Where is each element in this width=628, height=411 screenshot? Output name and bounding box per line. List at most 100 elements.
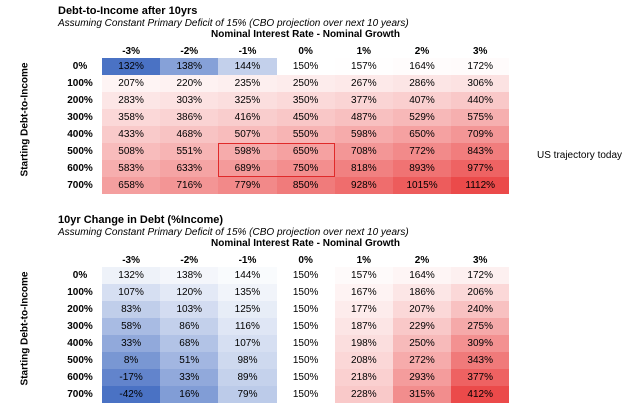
- heatmap-cell: 51%: [160, 352, 219, 369]
- heatmap-cell: 250%: [276, 75, 335, 92]
- heatmap-cell: 132%: [102, 58, 161, 75]
- heatmap-cell: 267%: [334, 75, 393, 92]
- heatmap-cell: -17%: [102, 369, 161, 386]
- heatmap-cell: 138%: [160, 267, 219, 284]
- row-tick-label: 100%: [67, 287, 93, 298]
- row-tick-label: 400%: [67, 129, 93, 140]
- heatmap-cell: 529%: [392, 109, 452, 126]
- heatmap-cell: 598%: [218, 143, 277, 160]
- table-row: 600% 583% 633% 689% 750% 818% 893% 977%: [58, 160, 510, 177]
- heatmap-cell: 275%: [451, 318, 510, 335]
- heatmap-cell: 120%: [160, 284, 219, 301]
- table-row: 300% 358% 386% 416% 450% 487% 529% 575%: [58, 109, 510, 126]
- heatmap-cell: 208%: [334, 352, 393, 369]
- row-tick-label: 300%: [67, 321, 93, 332]
- column-tick-label: 1%: [356, 254, 372, 266]
- heatmap-cell: 107%: [218, 335, 277, 352]
- table-row: 500% 8% 51% 98% 150% 208% 272% 343%: [58, 352, 510, 369]
- heatmap-cell: 98%: [218, 352, 277, 369]
- row-tick-label: 500%: [67, 146, 93, 157]
- table-row: 600% -17% 33% 89% 150% 218% 293% 377%: [58, 369, 510, 386]
- heatmap-cell: 229%: [392, 318, 452, 335]
- table-row: 200% 283% 303% 325% 350% 377% 407% 440%: [58, 92, 510, 109]
- row-tick-label: 700%: [67, 389, 93, 400]
- heatmap-cell: 157%: [334, 267, 393, 284]
- heatmap-cell: 583%: [102, 160, 161, 177]
- corner-cell: [58, 253, 102, 267]
- heatmap-cell: 772%: [392, 143, 452, 160]
- column-header-row: -3% -2% -1% 0% 1% 2% 3%: [58, 253, 509, 267]
- column-tick-label: 0%: [298, 45, 313, 57]
- heatmap-cell: 650%: [392, 126, 452, 143]
- heatmap-cell: 157%: [334, 58, 393, 75]
- heatmap-cell: 144%: [218, 58, 277, 75]
- heatmap-cell: 116%: [218, 318, 277, 335]
- heatmap-cell: 228%: [334, 386, 393, 403]
- heatmap-cell: 79%: [218, 386, 277, 403]
- heatmap-cell: 177%: [334, 301, 393, 318]
- heatmap-cell: 1112%: [451, 177, 510, 194]
- y-axis-label: Starting Debt-to-Income: [19, 271, 31, 385]
- row-tick-label: 600%: [67, 372, 93, 383]
- heatmap-cell: 487%: [334, 109, 393, 126]
- heatmap-cell: 144%: [218, 267, 277, 284]
- heatmap-cell: 468%: [160, 126, 219, 143]
- heatmap-cell: 350%: [276, 92, 335, 109]
- y-axis-label-box: Starting Debt-to-Income: [12, 50, 38, 188]
- y-axis-label: Starting Debt-to-Income: [19, 62, 31, 176]
- row-tick-label: 200%: [67, 304, 93, 315]
- heatmap-cell: 164%: [392, 58, 452, 75]
- column-header-row: -3% -2% -1% 0% 1% 2% 3%: [58, 44, 509, 58]
- chart-subtitle: Assuming Constant Primary Deficit of 15%…: [58, 227, 409, 238]
- heatmap-cell: 150%: [276, 58, 335, 75]
- column-tick-label: 3%: [472, 254, 488, 266]
- heatmap-cell: 650%: [276, 143, 335, 160]
- column-tick-label: -1%: [238, 45, 257, 57]
- column-tick-label: -1%: [238, 254, 257, 266]
- chart-title: Debt-to-Income after 10yrs: [58, 5, 198, 17]
- heatmap-cell: 440%: [451, 92, 510, 109]
- heatmap-cell: 83%: [102, 301, 161, 318]
- heatmap-cell: 358%: [102, 109, 161, 126]
- heatmap-cell: 633%: [160, 160, 219, 177]
- heatmap-cell: 716%: [160, 177, 219, 194]
- heatmap-cell: 33%: [102, 335, 161, 352]
- heatmap-cell: 172%: [451, 267, 510, 284]
- column-tick-label: 0%: [298, 254, 313, 266]
- table-row: 700% -42% 16% 79% 150% 228% 315% 412%: [58, 386, 510, 403]
- row-tick-label: 200%: [67, 95, 93, 106]
- heatmap-cell: 689%: [218, 160, 277, 177]
- x-axis-label: Nominal Interest Rate - Nominal Growth: [211, 29, 400, 40]
- table-row: 700% 658% 716% 779% 850% 928% 1015% 1112%: [58, 177, 510, 194]
- heatmap-cell: 893%: [392, 160, 452, 177]
- heatmap-cell: 58%: [102, 318, 161, 335]
- row-tick-label: 600%: [67, 163, 93, 174]
- table-row: 300% 58% 86% 116% 150% 187% 229% 275%: [58, 318, 510, 335]
- heatmap-cell: 240%: [451, 301, 510, 318]
- heatmap-cell: 843%: [451, 143, 510, 160]
- heatmap-cell: 818%: [334, 160, 393, 177]
- heatmap-cell: 306%: [451, 75, 510, 92]
- heatmap-table: -3% -2% -1% 0% 1% 2% 3% 0% 132% 138% 144% 150% 157% 1…: [58, 44, 510, 194]
- heatmap-cell: 325%: [218, 92, 277, 109]
- heatmap-cell: 235%: [218, 75, 277, 92]
- heatmap-cell: 977%: [451, 160, 510, 177]
- heatmap-cell: 507%: [218, 126, 277, 143]
- row-tick-label: 100%: [67, 78, 93, 89]
- heatmap-cell: 450%: [276, 109, 335, 126]
- heatmap-cell: 550%: [276, 126, 335, 143]
- column-tick-label: -3%: [122, 45, 140, 57]
- heatmap-cell: 150%: [276, 386, 335, 403]
- heatmap-cell: 150%: [276, 284, 335, 301]
- heatmap-cell: 138%: [160, 58, 219, 75]
- row-tick-label: 500%: [67, 355, 93, 366]
- heatmap-cell: 68%: [160, 335, 219, 352]
- heatmap-cell: 218%: [334, 369, 393, 386]
- heatmap-cell: 315%: [392, 386, 452, 403]
- y-axis-label-box: Starting Debt-to-Income: [12, 259, 38, 397]
- column-tick-label: -2%: [180, 254, 199, 266]
- heatmap-cell: 125%: [218, 301, 277, 318]
- table-row: 0% 132% 138% 144% 150% 157% 164% 172%: [58, 58, 510, 75]
- heatmap-cell: 709%: [451, 126, 510, 143]
- heatmap-cell: 928%: [334, 177, 393, 194]
